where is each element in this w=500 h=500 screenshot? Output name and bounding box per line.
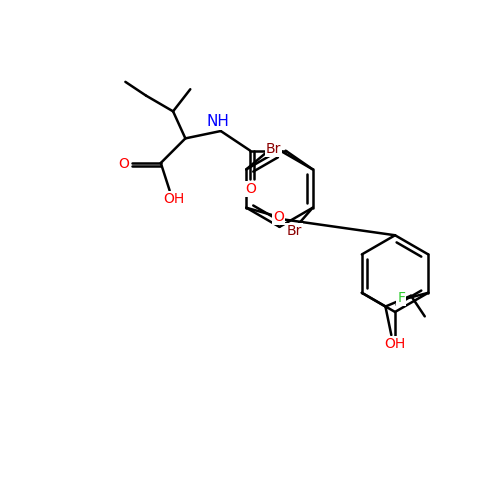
Text: Br: Br xyxy=(266,142,281,156)
Text: O: O xyxy=(273,210,283,224)
Text: F: F xyxy=(397,290,405,304)
Text: OH: OH xyxy=(384,338,406,351)
Text: O: O xyxy=(118,158,129,172)
Text: O: O xyxy=(245,182,256,196)
Text: NH: NH xyxy=(207,114,230,128)
Text: OH: OH xyxy=(163,192,184,206)
Text: Br: Br xyxy=(286,224,302,238)
